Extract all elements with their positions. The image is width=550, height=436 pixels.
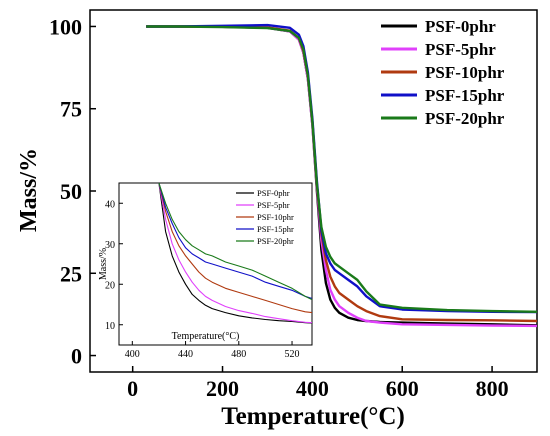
main-series-lines [146,23,538,328]
inset-y-axis-title: Mass/% [98,248,109,280]
legend-label-psf-10phr: PSF-10phr [425,63,505,82]
inset-series-line-psf-5phr [158,183,312,324]
inset-y-tick-label: 10 [105,321,115,332]
inset-x-tick-label: 480 [231,349,246,360]
inset-series-line-psf-15phr [158,183,312,299]
inset-x-tick-label: 400 [125,349,140,360]
inset-series-line-psf-0phr [158,183,312,324]
inset-legend-label-psf-20phr: PSF-20phr [257,236,294,246]
inset-x-tick-label: 520 [285,349,300,360]
legend-label-psf-15phr: PSF-15phr [425,86,505,105]
y-tick-label: 50 [60,179,82,204]
y-tick-label: 0 [71,344,82,369]
inset-frame [118,182,313,346]
inset-legend-label-psf-0phr: PSF-0phr [257,188,290,198]
inset-x-tick-label: 440 [178,349,193,360]
inset-series-line-psf-10phr [158,183,312,314]
legend-label-psf-20phr: PSF-20phr [425,109,505,128]
x-tick-label: 0 [127,376,138,401]
y-tick-label: 75 [60,97,82,122]
main-legend: PSF-0phr PSF-5phr PSF-10phr PSF-15phr PSF-20… [381,17,505,128]
inset-y-tick-label: 40 [105,199,115,210]
x-tick-label: 600 [386,376,419,401]
x-tick-label: 400 [296,376,329,401]
inset-plot: 400 440 480 52010203040PSF-0phrPSF-5phrPSF-… [98,182,313,360]
legend-label-psf-5phr: PSF-5phr [425,40,496,59]
inset-legend-label-psf-10phr: PSF-10phr [257,212,294,222]
x-tick-label: 200 [206,376,239,401]
inset-legend-label-psf-15phr: PSF-15phr [257,224,294,234]
inset-x-axis-title: Temperature(°C) [172,331,240,342]
x-tick-label: 800 [476,376,509,401]
inset-y-tick-label: 30 [105,240,115,251]
y-tick-label: 100 [49,14,82,39]
legend-label-psf-0phr: PSF-0phr [425,17,496,36]
inset-series-line-psf-20phr [158,183,312,301]
x-axis-title: Temperature(°C) [221,403,405,430]
y-tick-label: 25 [60,261,82,286]
inset-series-lines [158,183,312,324]
series-line-psf-15phr [146,23,538,314]
inset-legend-label-psf-5phr: PSF-5phr [257,200,290,210]
inset-legend: PSF-0phr PSF-5phr PSF-10phr PSF-15phr PSF-20… [236,188,294,246]
series-line-psf-20phr [146,25,538,313]
inset-y-tick-label: 20 [105,280,115,291]
y-axis-title: Mass/% [16,148,42,232]
